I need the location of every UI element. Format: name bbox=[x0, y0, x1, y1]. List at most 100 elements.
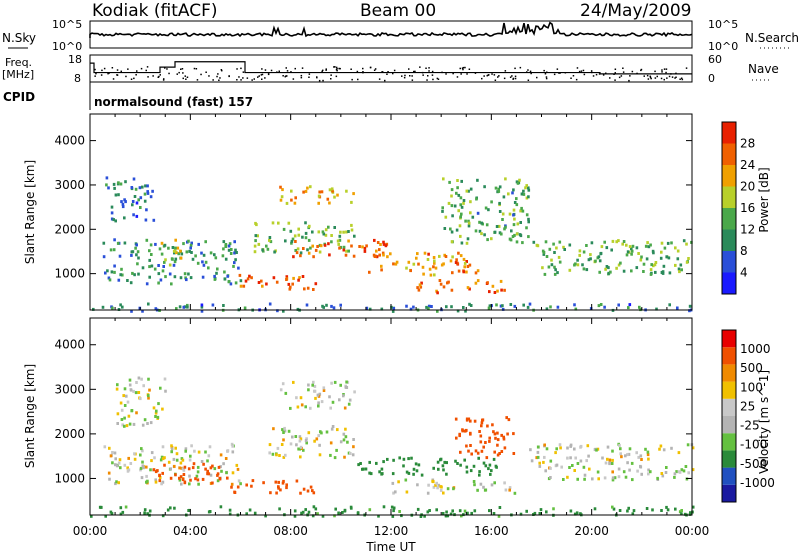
power-cell bbox=[415, 256, 418, 260]
power-cell bbox=[456, 186, 459, 190]
velocity-cell bbox=[463, 458, 466, 462]
power-cell bbox=[497, 224, 501, 228]
power-cell bbox=[597, 255, 601, 259]
power-cell bbox=[324, 233, 328, 237]
velocity-cell bbox=[302, 487, 306, 491]
velocity-cell bbox=[412, 472, 415, 476]
velocity-cell bbox=[604, 461, 608, 465]
nave-point bbox=[308, 76, 310, 78]
velocity-cell bbox=[331, 400, 335, 404]
velocity-cell bbox=[382, 505, 386, 509]
nave-point bbox=[511, 75, 513, 77]
power-cell bbox=[631, 244, 635, 248]
power-cell bbox=[229, 252, 233, 255]
velocity-cell bbox=[579, 445, 582, 449]
power-cell bbox=[328, 188, 332, 192]
power-cell bbox=[350, 244, 353, 248]
velocity-cell bbox=[562, 478, 565, 481]
power-cell bbox=[392, 262, 395, 266]
nave-point bbox=[640, 69, 642, 72]
velocity-cell bbox=[611, 478, 615, 482]
velocity-cell bbox=[108, 477, 111, 481]
power-cell bbox=[462, 201, 465, 205]
date-title: 24/May/2009 bbox=[580, 1, 692, 21]
nave-point bbox=[186, 76, 189, 78]
velocity-cell bbox=[123, 424, 126, 428]
power-cell bbox=[419, 285, 423, 289]
velocity-cell bbox=[612, 507, 616, 511]
time-tick-label: 00:00 bbox=[73, 524, 108, 538]
power-cell bbox=[518, 233, 522, 237]
power-cell bbox=[145, 238, 149, 242]
power-cell bbox=[384, 244, 388, 248]
power-cell bbox=[201, 275, 205, 279]
nave-point bbox=[618, 76, 621, 79]
power-cell bbox=[153, 267, 157, 271]
power-cell bbox=[685, 242, 688, 246]
power-cell bbox=[312, 288, 315, 291]
velocity-cell bbox=[503, 446, 507, 450]
nave-point bbox=[357, 78, 359, 81]
nave-point bbox=[166, 68, 168, 70]
velocity-cell bbox=[315, 437, 319, 441]
power-cell bbox=[457, 193, 461, 197]
power-cell bbox=[425, 305, 428, 309]
nave-point bbox=[242, 77, 244, 79]
nave-point bbox=[242, 71, 245, 73]
nave-point bbox=[428, 67, 430, 69]
power-cell bbox=[674, 246, 677, 250]
power-cell bbox=[488, 304, 492, 308]
velocity-cell bbox=[143, 418, 147, 422]
power-cell bbox=[222, 304, 225, 307]
velocity-cell bbox=[173, 464, 176, 468]
velocity-cell bbox=[351, 453, 355, 457]
velocity-cell bbox=[157, 402, 160, 406]
power-cell bbox=[124, 200, 127, 204]
nave-point bbox=[488, 74, 490, 76]
power-cell bbox=[297, 278, 300, 282]
power-cell bbox=[339, 245, 343, 249]
power-cell bbox=[647, 245, 651, 249]
velocity-cell bbox=[342, 438, 346, 442]
velocity-cell bbox=[107, 471, 111, 475]
velocity-cell bbox=[311, 383, 314, 387]
power-cell bbox=[238, 273, 242, 277]
power-cell bbox=[202, 253, 206, 257]
velocity-cell bbox=[606, 457, 609, 461]
nave-point bbox=[602, 74, 605, 76]
velocity-cell bbox=[368, 460, 371, 464]
power-cell bbox=[652, 264, 655, 268]
velocity-cell bbox=[140, 377, 143, 381]
nave-point bbox=[530, 72, 532, 75]
power-cell bbox=[268, 236, 272, 239]
velocity-cell bbox=[454, 417, 458, 421]
velocity-cell bbox=[398, 456, 401, 460]
velocity-cell bbox=[391, 514, 395, 518]
velocity-cell bbox=[646, 453, 650, 457]
power-cell bbox=[562, 245, 565, 249]
velocity-cell bbox=[480, 424, 483, 428]
velocity-cell bbox=[392, 509, 395, 513]
power-cell bbox=[450, 288, 454, 292]
velocity-cell bbox=[628, 447, 632, 451]
velocity-cell bbox=[478, 430, 481, 433]
velocity-cell bbox=[426, 491, 430, 495]
power-cell bbox=[124, 180, 127, 184]
power-cell bbox=[663, 246, 667, 250]
power-cell bbox=[363, 249, 367, 253]
nave-point bbox=[335, 69, 338, 71]
power-cell bbox=[557, 255, 561, 259]
power-cell bbox=[625, 253, 629, 257]
nave-point bbox=[466, 73, 468, 75]
velocity-cell bbox=[402, 464, 405, 468]
nave-point bbox=[240, 79, 242, 81]
velocity-cell bbox=[481, 418, 484, 422]
power-cell bbox=[532, 240, 536, 244]
nave-point bbox=[220, 69, 223, 71]
velocity-cell bbox=[364, 467, 368, 471]
velocity-cell bbox=[574, 456, 577, 460]
power-cell bbox=[318, 250, 322, 254]
power-colorbar-tick: 20 bbox=[740, 180, 755, 194]
power-cell bbox=[154, 242, 157, 246]
power-cell bbox=[139, 206, 142, 209]
